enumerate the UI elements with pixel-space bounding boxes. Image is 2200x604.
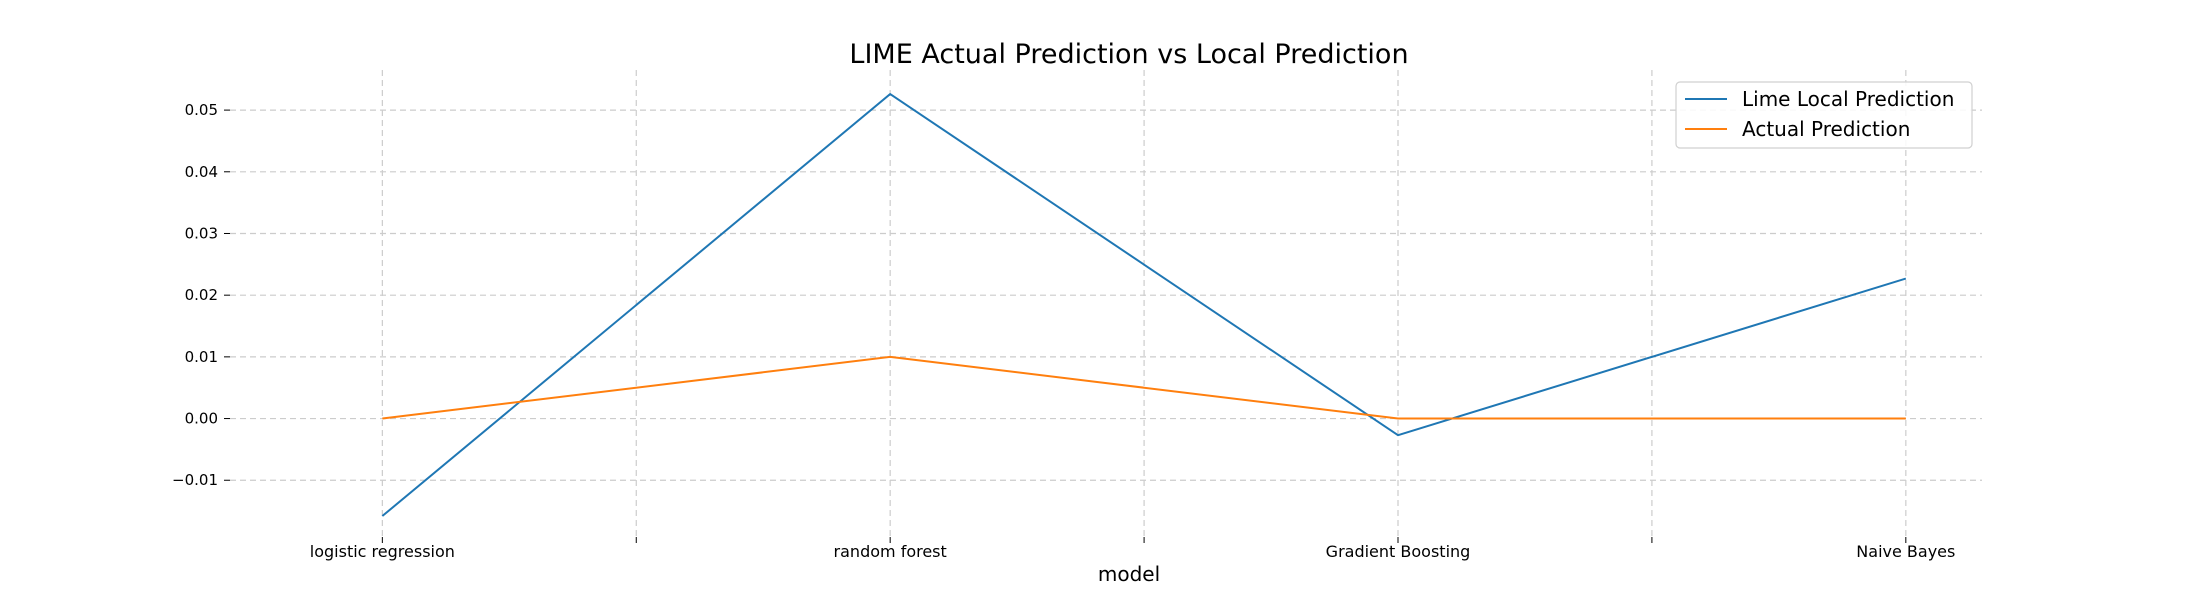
x-tick-label: logistic regression	[310, 542, 455, 561]
chart-title: LIME Actual Prediction vs Local Predicti…	[849, 39, 1408, 70]
x-axis-ticks: logistic regression random forest Gradient…	[310, 537, 1955, 561]
x-tick-label: random forest	[834, 542, 947, 561]
x-axis-label: model	[1098, 562, 1160, 586]
series-line-lime-local-prediction	[381, 93, 1907, 517]
y-tick-label: 0.03	[185, 224, 218, 242]
legend-label-actual: Actual Prediction	[1742, 117, 1910, 141]
y-tick-label: 0.01	[185, 348, 218, 366]
x-tick-label: Gradient Boosting	[1326, 542, 1471, 561]
x-tick-label: Naive Bayes	[1856, 542, 1955, 561]
legend: Lime Local Prediction Actual Prediction	[1675, 81, 1973, 149]
series-lines	[381, 93, 1907, 517]
y-tick-label: 0.02	[185, 286, 218, 304]
y-tick-label: 0.00	[185, 410, 218, 428]
y-tick-label: −0.01	[172, 471, 218, 489]
legend-label-lime: Lime Local Prediction	[1742, 87, 1954, 111]
y-tick-label: 0.05	[185, 101, 218, 119]
grid	[230, 70, 1982, 537]
series-line-actual-prediction	[382, 355, 1906, 420]
legend-box	[1675, 81, 1973, 149]
y-tick-label: 0.04	[185, 163, 218, 181]
y-axis-ticks: −0.01 0.00 0.01 0.02 0.03 0.04 0.05	[172, 101, 230, 489]
